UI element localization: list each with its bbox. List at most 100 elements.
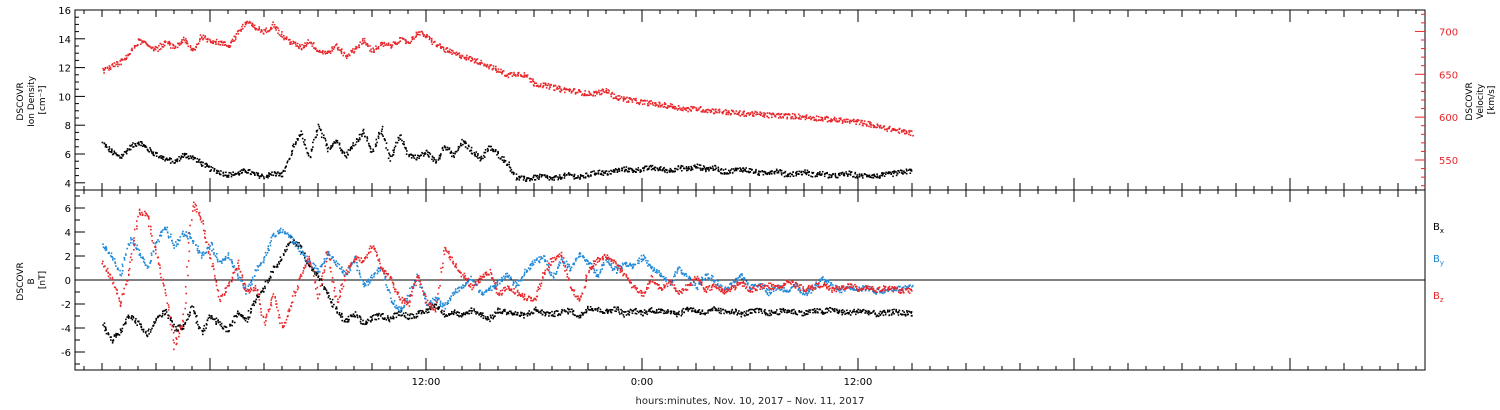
density-point — [152, 153, 154, 155]
velocity-point — [641, 103, 644, 106]
by-point — [491, 289, 493, 292]
density-point — [837, 174, 840, 176]
density-point — [368, 142, 370, 145]
bx-point — [851, 311, 853, 314]
velocity-point — [717, 109, 720, 111]
bx-point — [359, 320, 362, 323]
bx-point — [859, 309, 861, 311]
by-point — [255, 269, 257, 271]
density-point — [786, 173, 789, 176]
bx-point — [269, 275, 272, 278]
bx-point — [730, 310, 733, 313]
by-point — [569, 269, 572, 272]
density-point — [351, 147, 353, 150]
density-point — [234, 172, 237, 175]
density-point — [128, 149, 130, 151]
by-point — [349, 268, 351, 270]
velocity-point — [448, 50, 450, 53]
bx-point — [602, 312, 604, 314]
bx-point — [107, 333, 110, 335]
density-point — [181, 153, 184, 155]
velocity-point — [560, 88, 562, 90]
density-point — [530, 178, 532, 180]
velocity-point — [300, 48, 303, 50]
bx-point — [737, 312, 740, 315]
bx-point — [580, 314, 582, 317]
velocity-point — [646, 104, 649, 107]
velocity-point — [139, 43, 142, 45]
bx-point — [507, 311, 509, 314]
bx-point — [558, 313, 560, 315]
velocity-point — [224, 41, 226, 44]
bx-point — [284, 249, 286, 251]
by-point — [512, 280, 515, 282]
by-point — [569, 267, 572, 270]
bx-point — [460, 315, 463, 318]
by-point — [159, 231, 162, 234]
density-point — [232, 171, 234, 173]
bx-point — [497, 307, 499, 310]
by-point — [158, 240, 160, 243]
bx-point — [435, 303, 437, 306]
bx-point — [866, 312, 869, 315]
by-point — [398, 306, 400, 308]
bx-point — [855, 313, 857, 316]
velocity-point — [223, 40, 225, 43]
density-point — [881, 172, 884, 174]
bx-point — [681, 311, 683, 313]
by-point — [481, 293, 484, 295]
bx-point — [371, 318, 373, 320]
density-point — [876, 173, 878, 175]
velocity-point — [111, 64, 113, 66]
by-point — [328, 251, 330, 253]
velocity-point — [343, 52, 346, 55]
velocity-point — [892, 129, 895, 131]
bx-point — [879, 310, 882, 313]
velocity-point — [758, 113, 760, 115]
bx-point — [113, 334, 116, 336]
velocity-point — [902, 129, 905, 131]
by-point — [245, 293, 247, 295]
bx-point — [855, 311, 858, 313]
bx-point — [723, 312, 725, 315]
bx-point — [780, 308, 783, 311]
density-point — [138, 144, 140, 146]
density-point — [758, 173, 760, 175]
by-point — [599, 269, 602, 271]
velocity-point — [836, 120, 839, 122]
bx-point — [817, 311, 819, 314]
bx-point — [714, 309, 717, 312]
bx-point — [177, 324, 180, 327]
bx-point — [538, 311, 541, 313]
density-point — [715, 167, 717, 169]
density-point — [817, 172, 819, 174]
bfield-tick-label: -2 — [61, 300, 71, 311]
velocity-point — [613, 97, 615, 100]
by-point — [377, 270, 380, 273]
bx-point — [429, 306, 431, 308]
bx-point — [451, 310, 453, 313]
velocity-point — [146, 43, 148, 45]
velocity-point — [686, 107, 688, 109]
density-point — [726, 172, 728, 174]
by-point — [390, 297, 392, 300]
by-point — [631, 267, 634, 270]
velocity-point — [862, 122, 864, 125]
density-point — [854, 172, 856, 175]
by-point — [532, 262, 534, 265]
density-point — [818, 172, 821, 175]
velocity-point — [144, 40, 146, 43]
bx-point — [397, 314, 400, 316]
density-point — [170, 158, 173, 160]
by-point — [547, 264, 550, 266]
density-point — [331, 145, 334, 148]
bx-point — [611, 309, 614, 311]
density-point — [853, 175, 855, 178]
density-point — [381, 128, 383, 130]
density-point — [858, 176, 861, 178]
bx-point — [377, 314, 380, 316]
velocity-point — [260, 29, 263, 31]
by-point — [517, 284, 519, 286]
density-point — [375, 138, 378, 141]
density-point — [775, 168, 778, 171]
